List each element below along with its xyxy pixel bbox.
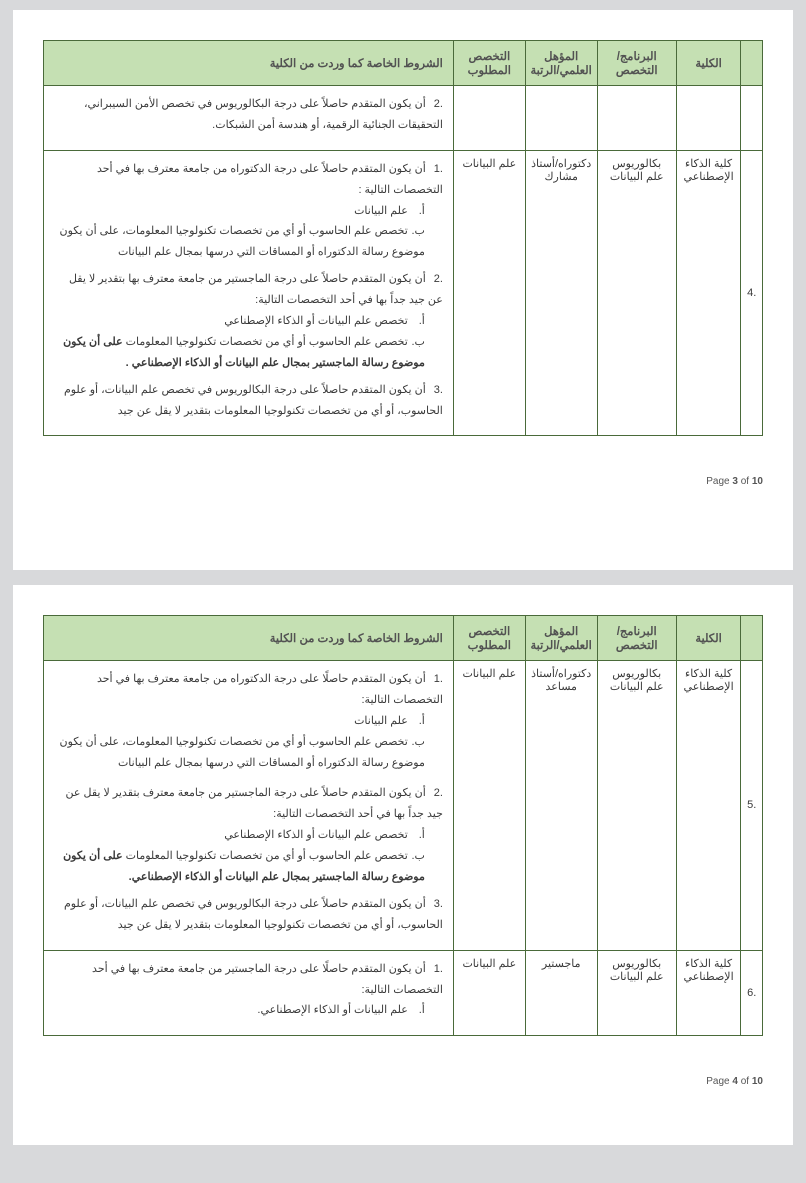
page-footer: Page 4 of 10 xyxy=(43,1076,763,1087)
table-row: .5 كلية الذكاء الإصطناعي بكالوريوس علم ا… xyxy=(44,661,763,951)
footer-prefix: Page xyxy=(706,476,732,487)
table-row: .4 كلية الذكاء الإصطناعي بكالوريوس علم ا… xyxy=(44,150,763,436)
cell-college xyxy=(676,86,741,151)
page-4: الكلية البرنامج/ التخصص المؤهل العلمي/ال… xyxy=(13,585,793,1145)
condition-sub-text: تخصص علم الحاسوب أو أي من تخصصات تكنولوج… xyxy=(123,336,408,348)
col-header-conditions: الشروط الخاصة كما وردت من الكلية xyxy=(44,41,454,86)
cell-specialty xyxy=(453,86,525,151)
col-header-college: الكلية xyxy=(676,616,741,661)
cell-specialty: علم البيانات xyxy=(453,661,525,951)
requirements-table-p4: الكلية البرنامج/ التخصص المؤهل العلمي/ال… xyxy=(43,615,763,1036)
col-header-specialty: التخصص المطلوب xyxy=(453,616,525,661)
col-header-index xyxy=(741,616,763,661)
table-row: .6 كلية الذكاء الإصطناعي بكالوريوس علم ا… xyxy=(44,950,763,1036)
list-letter: ب. xyxy=(411,732,425,753)
col-header-specialty: التخصص المطلوب xyxy=(453,41,525,86)
list-letter: أ. xyxy=(411,201,425,222)
cell-qualification: دكتوراه/أستاذ مساعد xyxy=(525,661,597,951)
table-header-row: الكلية البرنامج/ التخصص المؤهل العلمي/ال… xyxy=(44,616,763,661)
cell-qualification: دكتوراه/أستاذ مشارك xyxy=(525,150,597,436)
cell-college: كلية الذكاء الإصطناعي xyxy=(676,150,741,436)
list-number: .2 xyxy=(429,94,443,115)
cell-program: بكالوريوس علم البيانات xyxy=(597,950,676,1036)
page-footer: Page 3 of 10 xyxy=(43,476,763,487)
footer-total-pages: 10 xyxy=(752,476,763,487)
cell-specialty: علم البيانات xyxy=(453,950,525,1036)
list-letter: أ. xyxy=(411,825,425,846)
cell-specialty: علم البيانات xyxy=(453,150,525,436)
list-number: .2 xyxy=(429,783,443,804)
list-number: .1 xyxy=(429,669,443,690)
requirements-table-p3: الكلية البرنامج/ التخصص المؤهل العلمي/ال… xyxy=(43,40,763,436)
page-3: الكلية البرنامج/ التخصص المؤهل العلمي/ال… xyxy=(13,10,793,570)
cell-conditions: .1 أن يكون المتقدم حاصلًا على درجة الماج… xyxy=(44,950,454,1036)
condition-sub-text: علم البيانات xyxy=(354,205,408,217)
cell-college: كلية الذكاء الإصطناعي xyxy=(676,950,741,1036)
list-letter: ب. xyxy=(411,221,425,242)
cell-qualification xyxy=(525,86,597,151)
col-header-program: البرنامج/ التخصص xyxy=(597,616,676,661)
cell-index xyxy=(741,86,763,151)
col-header-conditions: الشروط الخاصة كما وردت من الكلية xyxy=(44,616,454,661)
cell-college: كلية الذكاء الإصطناعي xyxy=(676,661,741,951)
list-letter: ب. xyxy=(411,846,425,867)
condition-text: أن يكون المتقدم حاصلاً على درجة الدكتورا… xyxy=(97,163,443,196)
list-number: .1 xyxy=(429,959,443,980)
cell-program: بكالوريوس علم البيانات xyxy=(597,150,676,436)
cell-index: .5 xyxy=(741,661,763,951)
condition-text: أن يكون المتقدم حاصلًا على درجة الماجستي… xyxy=(92,963,443,996)
condition-sub-text: تخصص علم الحاسوب أو أي من تخصصات تكنولوج… xyxy=(60,736,425,769)
cell-index: .4 xyxy=(741,150,763,436)
condition-text: أن يكون المتقدم حاصلاً على درجة الماجستي… xyxy=(69,273,443,306)
condition-text: أن يكون المتقدم حاصلاً على درجة الماجستي… xyxy=(66,787,443,820)
col-header-college: الكلية xyxy=(676,41,741,86)
list-letter: أ. xyxy=(411,311,425,332)
list-letter: أ. xyxy=(411,1000,425,1021)
cell-conditions: .1 أن يكون المتقدم حاصلاً على درجة الدكت… xyxy=(44,150,454,436)
condition-sub-text: تخصص علم البيانات أو الذكاء الإصطناعي xyxy=(224,315,408,327)
condition-sub-text: علم البيانات أو الذكاء الإصطناعي. xyxy=(257,1004,407,1016)
list-letter: أ. xyxy=(411,711,425,732)
col-header-program: البرنامج/ التخصص xyxy=(597,41,676,86)
list-number: .3 xyxy=(429,894,443,915)
condition-text: أن يكون المتقدم حاصلاً على درجة البكالور… xyxy=(84,98,443,131)
col-header-qualification: المؤهل العلمي/الرتبة xyxy=(525,616,597,661)
cell-conditions: .1 أن يكون المتقدم حاصلًا على درجة الدكت… xyxy=(44,661,454,951)
table-header-row: الكلية البرنامج/ التخصص المؤهل العلمي/ال… xyxy=(44,41,763,86)
condition-sub-text: تخصص علم الحاسوب أو أي من تخصصات تكنولوج… xyxy=(123,850,408,862)
list-letter: ب. xyxy=(411,332,425,353)
condition-sub-text: تخصص علم البيانات أو الذكاء الإصطناعي xyxy=(224,829,408,841)
col-header-qualification: المؤهل العلمي/الرتبة xyxy=(525,41,597,86)
cell-qualification: ماجستير xyxy=(525,950,597,1036)
table-row: .2 أن يكون المتقدم حاصلاً على درجة البكا… xyxy=(44,86,763,151)
condition-text: أن يكون المتقدم حاصلًا على درجة الدكتورا… xyxy=(97,673,443,706)
list-number: .3 xyxy=(429,380,443,401)
cell-program: بكالوريوس علم البيانات xyxy=(597,661,676,951)
list-number: .1 xyxy=(429,159,443,180)
cell-program xyxy=(597,86,676,151)
footer-of: of xyxy=(738,1076,752,1087)
condition-text: أن يكون المتقدم حاصلاً على درجة البكالور… xyxy=(64,898,443,931)
condition-sub-text: تخصص علم الحاسوب أو أي من تخصصات تكنولوج… xyxy=(60,225,425,258)
cell-index: .6 xyxy=(741,950,763,1036)
condition-text: أن يكون المتقدم حاصلاً على درجة البكالور… xyxy=(64,384,443,417)
list-number: .2 xyxy=(429,269,443,290)
cell-conditions: .2 أن يكون المتقدم حاصلاً على درجة البكا… xyxy=(44,86,454,151)
col-header-index xyxy=(741,41,763,86)
footer-total-pages: 10 xyxy=(752,1076,763,1087)
footer-of: of xyxy=(738,476,752,487)
footer-prefix: Page xyxy=(706,1076,732,1087)
condition-sub-text: علم البيانات xyxy=(354,715,408,727)
